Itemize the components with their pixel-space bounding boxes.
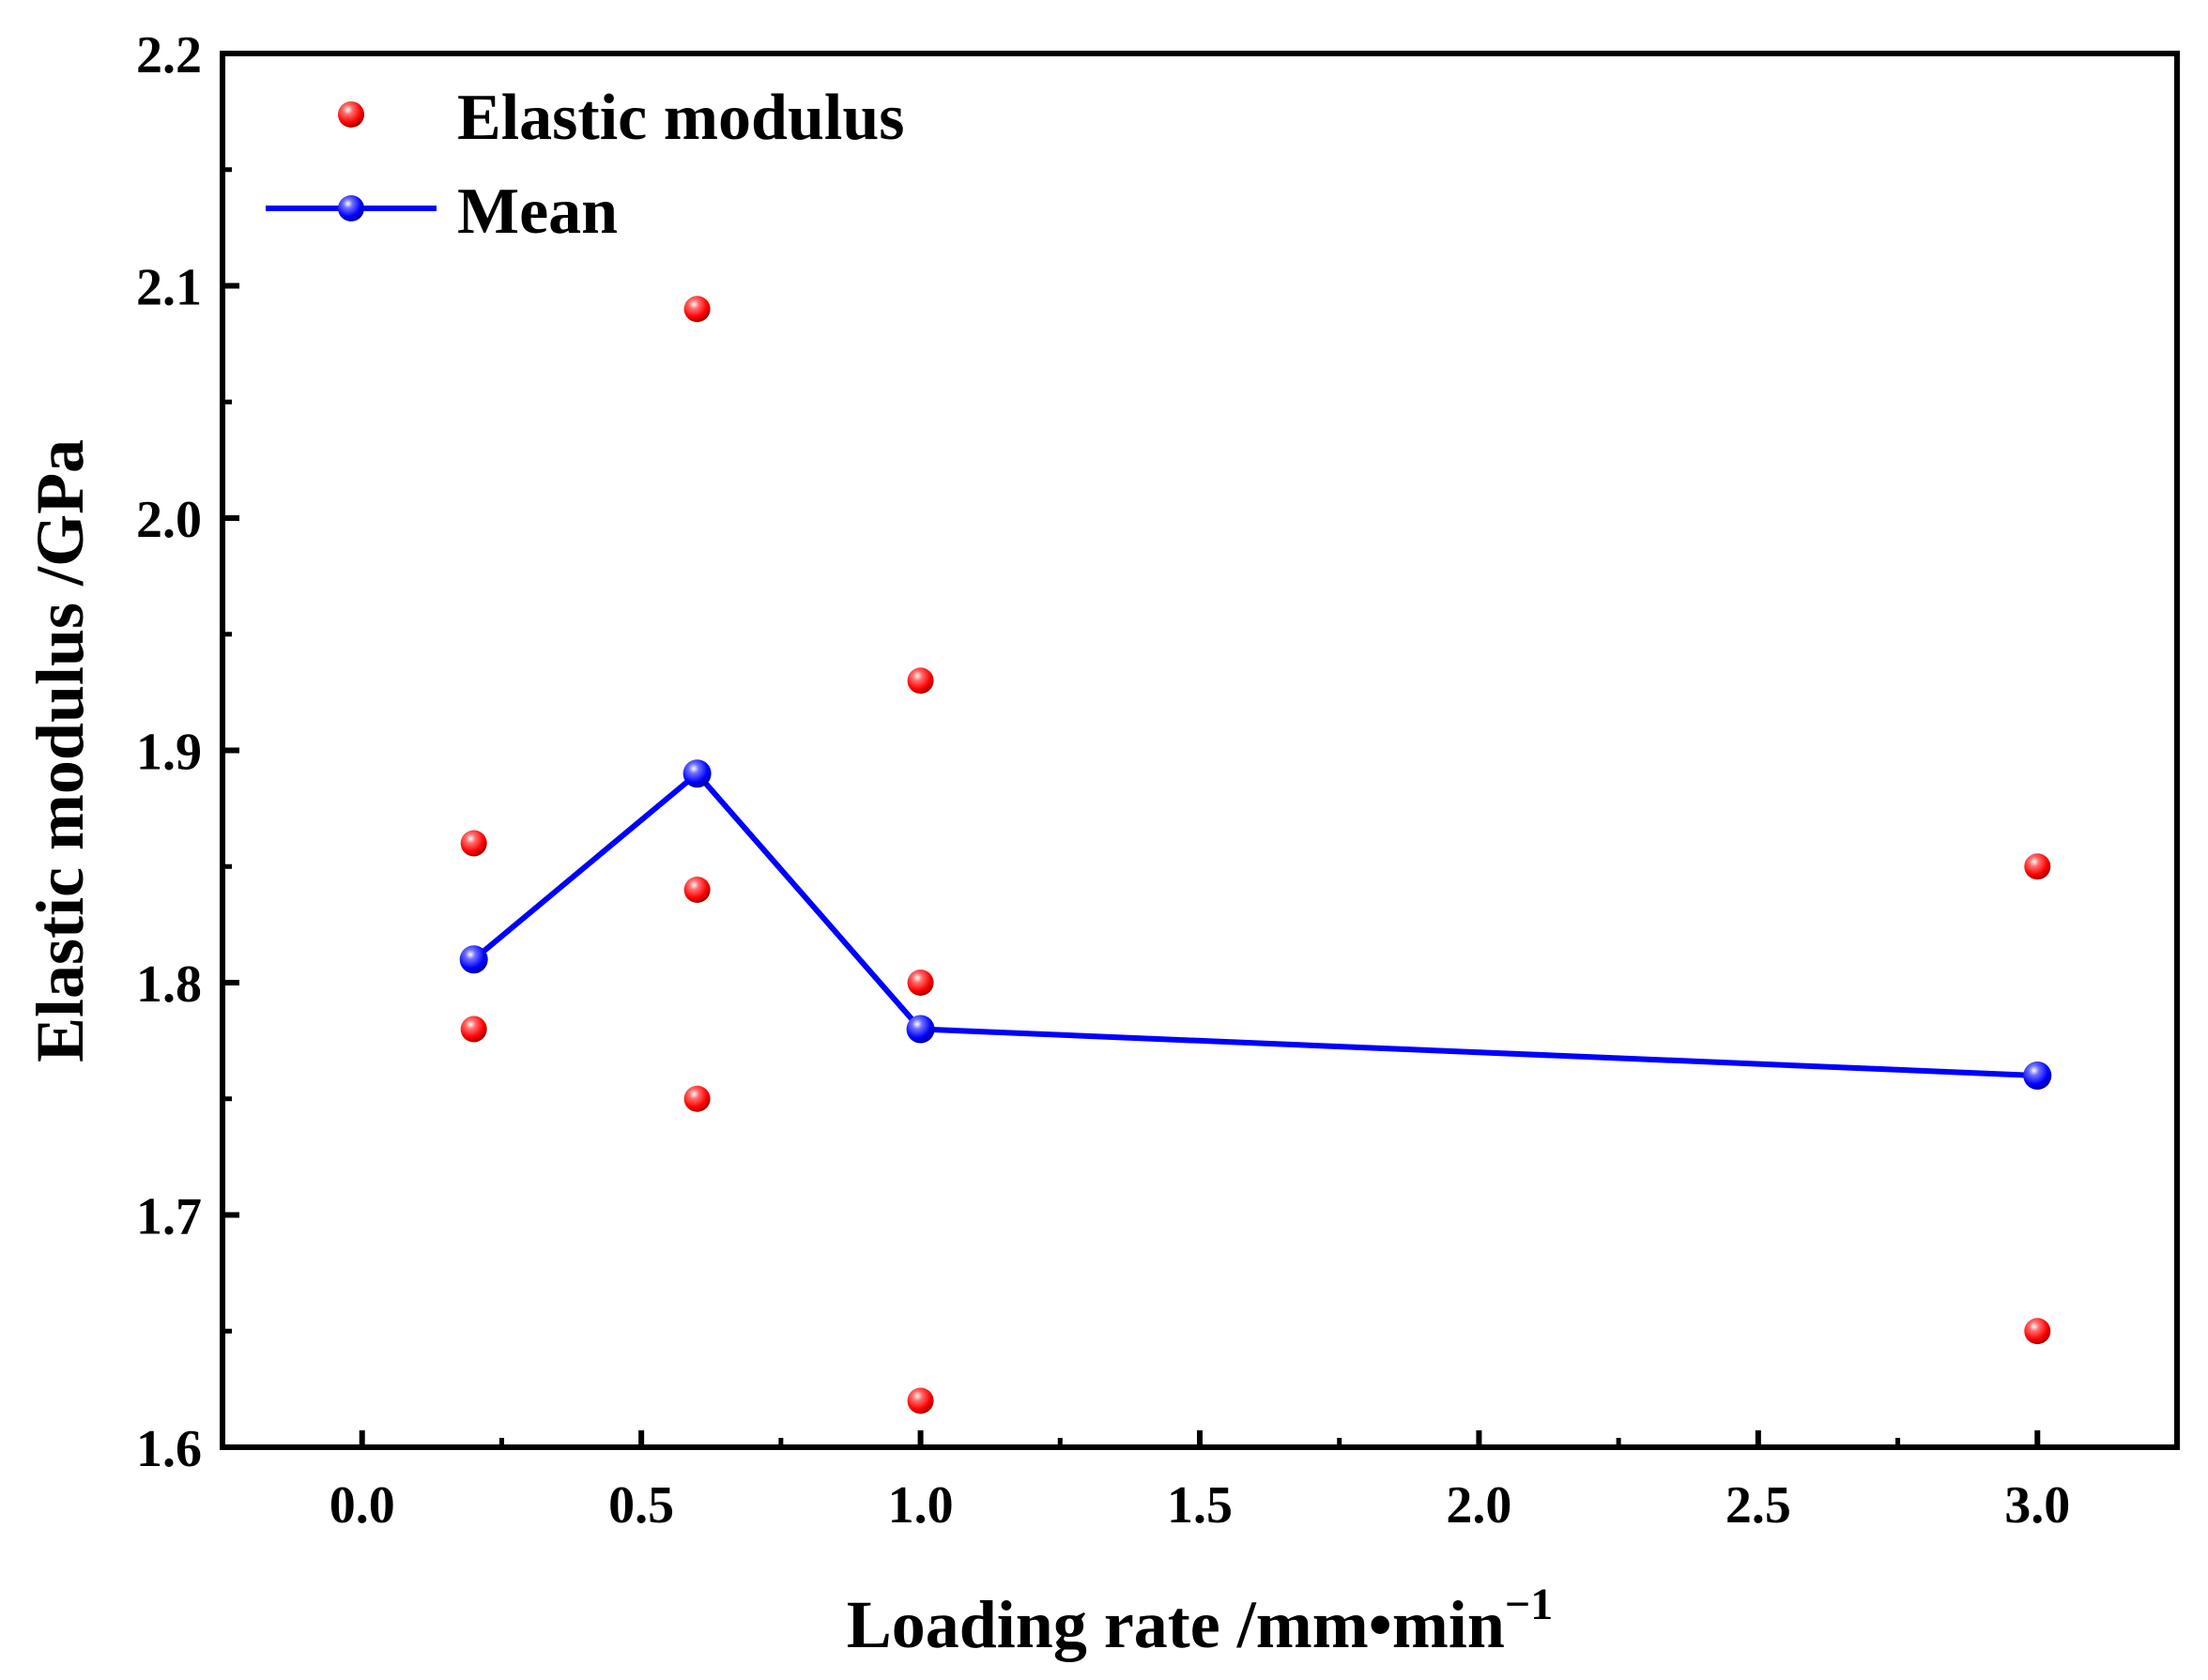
y-tick-label: 1.7 bbox=[136, 1188, 202, 1246]
elastic-modulus-point bbox=[2024, 853, 2051, 880]
y-tick-label: 1.8 bbox=[136, 955, 202, 1014]
elastic-modulus-point bbox=[683, 296, 711, 323]
x-tick-label: 1.5 bbox=[1167, 1476, 1233, 1535]
y-axis-title: Elastic modulus /GPa bbox=[23, 439, 98, 1062]
x-tick-label: 0.5 bbox=[608, 1476, 674, 1535]
legend-label-mean: Mean bbox=[457, 176, 618, 248]
legend: Elastic modulus Mean bbox=[266, 82, 905, 248]
x-axis-title-superscript: −1 bbox=[1505, 1580, 1553, 1629]
y-tick-label: 2.0 bbox=[136, 491, 202, 549]
legend-marker-elastic-modulus bbox=[338, 101, 364, 128]
x-tick-label: 2.0 bbox=[1446, 1476, 1511, 1535]
elastic-modulus-point bbox=[907, 667, 934, 695]
mean-point bbox=[2023, 1061, 2052, 1090]
elastic-modulus-point bbox=[460, 1016, 487, 1043]
mean-point bbox=[682, 759, 712, 788]
mean-point bbox=[906, 1015, 935, 1044]
elastic-modulus-point bbox=[2024, 1318, 2051, 1345]
y-tick-label: 1.9 bbox=[136, 724, 202, 782]
y-tick-label: 2.1 bbox=[136, 259, 202, 317]
elastic-modulus-point bbox=[683, 877, 711, 903]
mean-series-line bbox=[471, 771, 2038, 1078]
y-tick-label: 1.6 bbox=[136, 1420, 202, 1478]
plot-frame bbox=[220, 51, 2180, 1450]
series-layer bbox=[459, 296, 2052, 1414]
legend-label-elastic-modulus: Elastic modulus bbox=[457, 82, 905, 154]
legend-marker-mean bbox=[338, 195, 364, 221]
y-tick-label: 2.2 bbox=[136, 26, 202, 84]
x-tick-label: 1.0 bbox=[888, 1476, 954, 1535]
axes-layer: 0.0 0.5 1.0 1.5 2.0 2.5 3.0 1.6 1.7 1.8 1.9 2.0 2.1 2… bbox=[136, 26, 2070, 1535]
elastic-modulus-point bbox=[460, 830, 487, 857]
x-tick-label: 0.0 bbox=[330, 1476, 395, 1535]
x-tick-label: 2.5 bbox=[1725, 1476, 1791, 1535]
elastic-modulus-point bbox=[683, 1085, 711, 1112]
x-tick-label: 3.0 bbox=[2004, 1476, 2070, 1535]
elastic-modulus-point bbox=[907, 970, 934, 996]
elastic-modulus-point bbox=[907, 1387, 934, 1414]
x-axis-title: Loading rate /mm•min−1 bbox=[847, 1580, 1554, 1662]
mean-point bbox=[459, 945, 488, 974]
